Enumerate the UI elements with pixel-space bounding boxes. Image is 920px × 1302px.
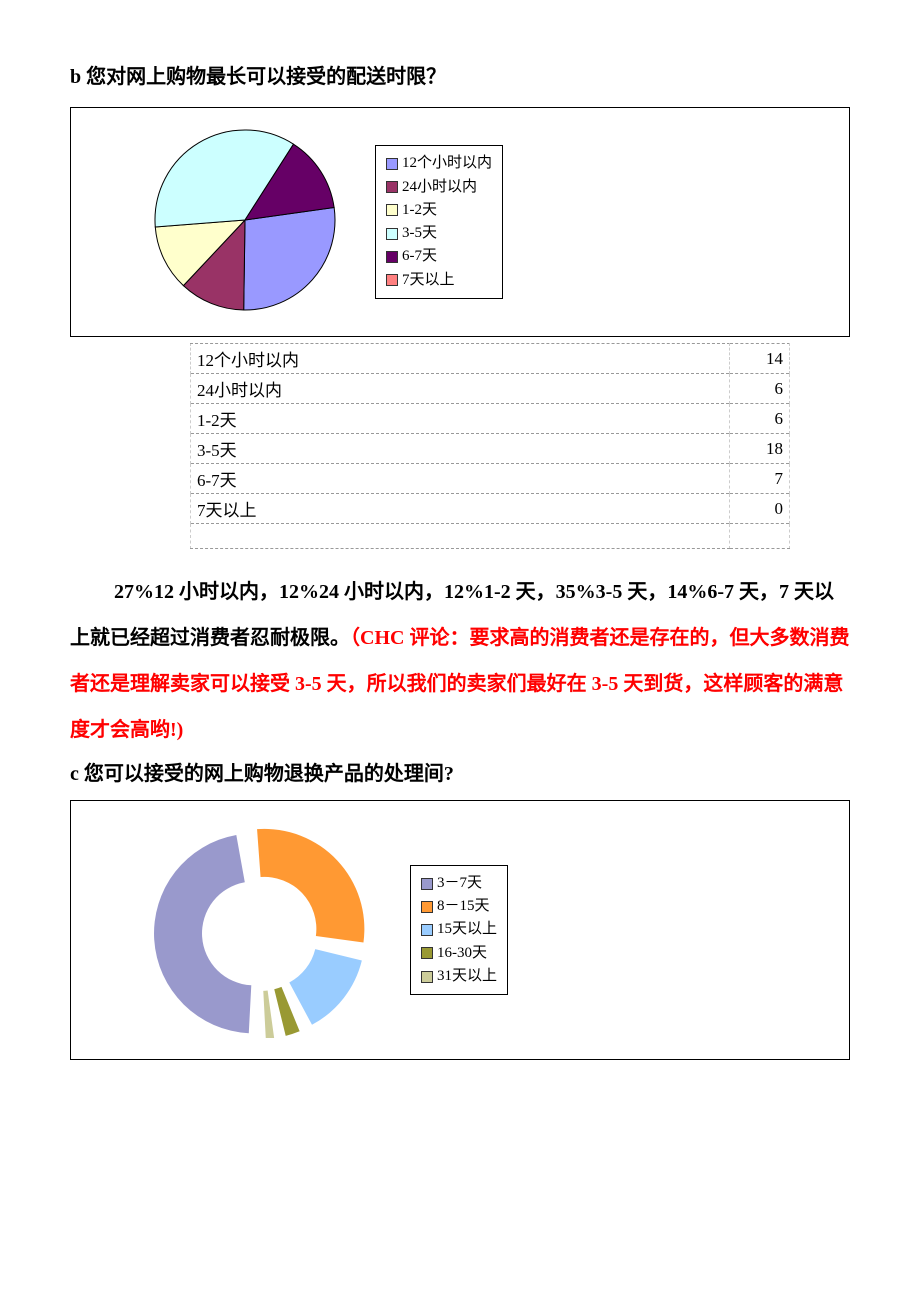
table-cell-label: 6-7天	[191, 464, 730, 494]
table-row: 12个小时以内14	[191, 344, 790, 374]
donut-slice	[289, 949, 362, 1025]
legend-swatch	[421, 947, 433, 959]
table-cell-label: 12个小时以内	[191, 344, 730, 374]
legend-label: 16-30天	[437, 942, 487, 965]
legend-swatch	[421, 971, 433, 983]
table-cell-label: 1-2天	[191, 404, 730, 434]
donut-slice	[154, 834, 251, 1032]
analysis-paragraph: 27%12 小时以内，12%24 小时以内，12%1-2 天，35%3-5 天，…	[70, 569, 850, 753]
legend-swatch	[386, 181, 398, 193]
legend-item: 12个小时以内	[386, 152, 492, 175]
donut-slice	[263, 990, 274, 1038]
donut-legend: 3－7天8－15天15天以上16-30天31天以上	[410, 865, 508, 995]
legend-item: 16-30天	[421, 942, 497, 965]
section-b-heading: b 您对网上购物最长可以接受的配送时限？	[70, 60, 850, 89]
donut-slice	[257, 828, 364, 942]
legend-swatch	[386, 251, 398, 263]
pie-chart	[145, 120, 345, 325]
table-cell-label: 3-5天	[191, 434, 730, 464]
table-cell-value: 7	[730, 464, 790, 494]
donut-chart	[140, 818, 380, 1043]
table-cell-value: 6	[730, 374, 790, 404]
legend-label: 24小时以内	[402, 176, 477, 199]
legend-item: 31天以上	[421, 965, 497, 988]
legend-item: 24小时以内	[386, 176, 492, 199]
legend-label: 15天以上	[437, 918, 497, 941]
table-cell-value: 6	[730, 404, 790, 434]
legend-label: 8－15天	[437, 895, 490, 918]
table-cell-label: 24小时以内	[191, 374, 730, 404]
legend-item: 15天以上	[421, 918, 497, 941]
legend-label: 6-7天	[402, 245, 437, 268]
data-table: 12个小时以内1424小时以内61-2天63-5天186-7天77天以上0	[190, 343, 790, 549]
table-row: 7天以上0	[191, 494, 790, 524]
table-row: 6-7天7	[191, 464, 790, 494]
section-c-heading: c 您可以接受的网上购物退换产品的处理间?	[70, 757, 850, 786]
pie-chart-container: 12个小时以内24小时以内1-2天3-5天6-7天7天以上	[70, 107, 850, 337]
legend-item: 1-2天	[386, 199, 492, 222]
legend-swatch	[386, 204, 398, 216]
legend-item: 3-5天	[386, 222, 492, 245]
table-row: 3-5天18	[191, 434, 790, 464]
legend-swatch	[421, 901, 433, 913]
legend-item: 7天以上	[386, 269, 492, 292]
legend-item: 3－7天	[421, 872, 497, 895]
table-row: 1-2天6	[191, 404, 790, 434]
legend-label: 31天以上	[437, 965, 497, 988]
table-cell-label: 7天以上	[191, 494, 730, 524]
pie-legend: 12个小时以内24小时以内1-2天3-5天6-7天7天以上	[375, 145, 503, 299]
legend-swatch	[421, 878, 433, 890]
legend-label: 7天以上	[402, 269, 455, 292]
legend-swatch	[386, 274, 398, 286]
table-cell-value: 0	[730, 494, 790, 524]
table-cell-value: 14	[730, 344, 790, 374]
legend-label: 3-5天	[402, 222, 437, 245]
legend-swatch	[421, 924, 433, 936]
legend-item: 6-7天	[386, 245, 492, 268]
legend-label: 12个小时以内	[402, 152, 492, 175]
donut-chart-container: 3－7天8－15天15天以上16-30天31天以上	[70, 800, 850, 1060]
legend-label: 3－7天	[437, 872, 482, 895]
legend-label: 1-2天	[402, 199, 437, 222]
pie-slice	[244, 207, 335, 310]
legend-swatch	[386, 228, 398, 240]
table-cell-value: 18	[730, 434, 790, 464]
table-row: 24小时以内6	[191, 374, 790, 404]
table-row	[191, 524, 790, 549]
legend-item: 8－15天	[421, 895, 497, 918]
legend-swatch	[386, 158, 398, 170]
